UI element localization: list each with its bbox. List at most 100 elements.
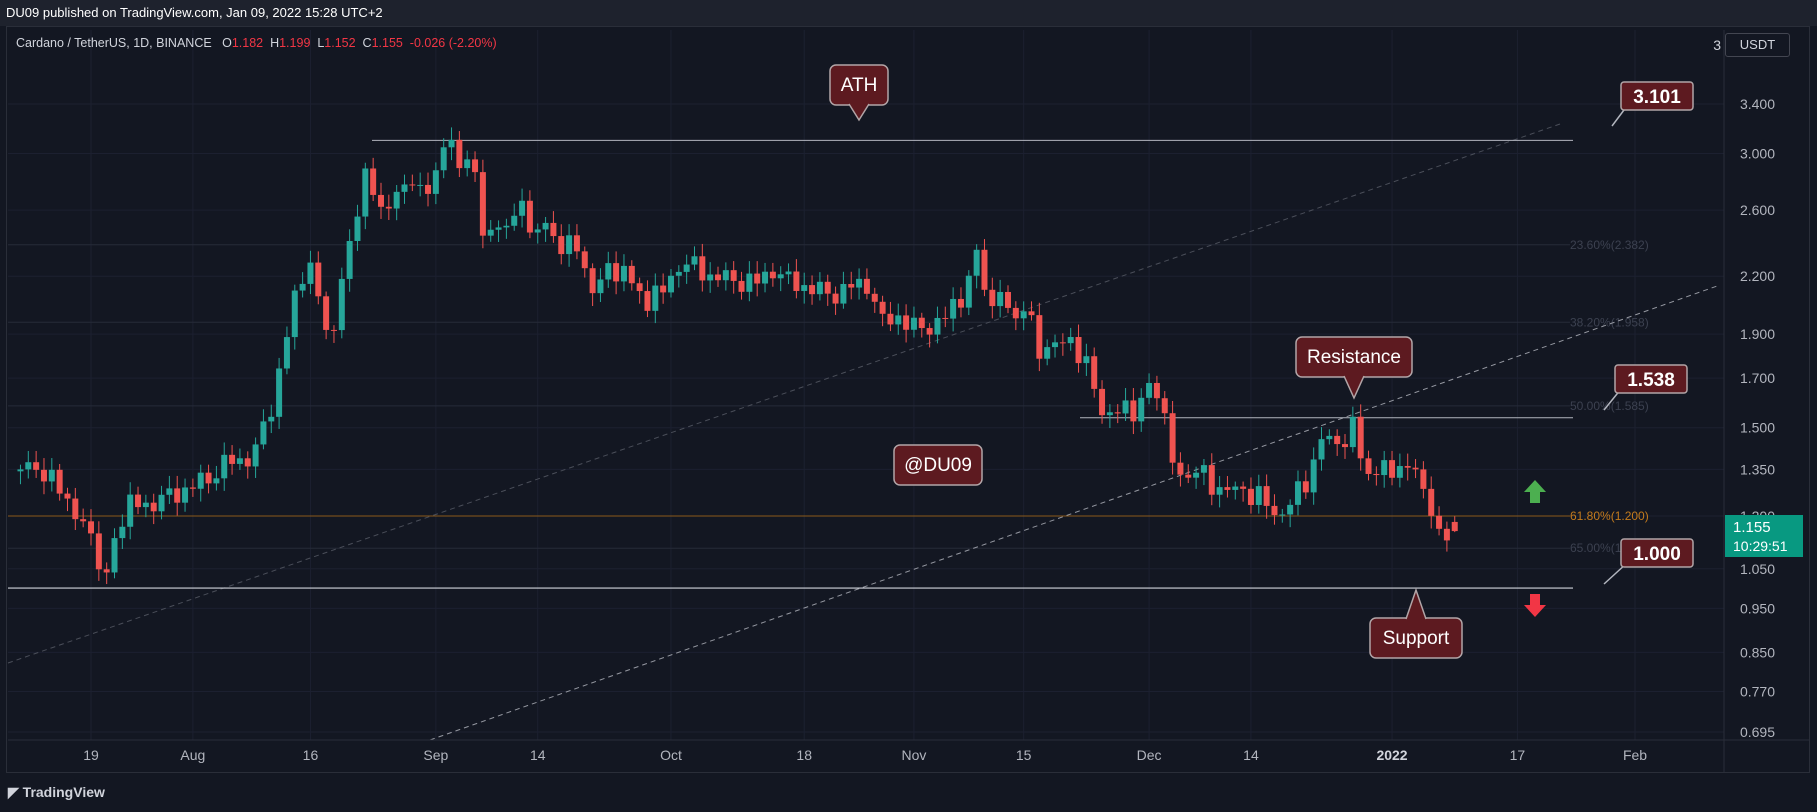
- price-tag-resistance-box: [1614, 364, 1688, 394]
- y-tick-label: 1.350: [1740, 461, 1775, 477]
- candle-body: [1232, 486, 1239, 490]
- candle-body: [542, 222, 549, 230]
- candle-body: [1075, 337, 1082, 364]
- publisher-text: DU09 published on TradingView.com, Jan 0…: [6, 5, 383, 20]
- candle-body: [236, 458, 243, 464]
- candle-body: [1342, 444, 1349, 448]
- candle-body: [330, 329, 337, 331]
- y-tick-label: 1.700: [1740, 370, 1775, 386]
- fib-label: 38.20%(1.958): [1570, 315, 1649, 329]
- candle-body: [1357, 416, 1364, 459]
- candle-body: [456, 139, 463, 169]
- trendline-upper: [7, 123, 1561, 664]
- candle-body: [1200, 465, 1207, 473]
- candle-body: [213, 478, 220, 484]
- candle-body: [550, 222, 557, 237]
- candle-body: [926, 328, 933, 335]
- x-tick-label: 18: [796, 747, 812, 763]
- candle-body: [472, 159, 479, 173]
- legend-c-value: 1.155: [371, 36, 403, 50]
- legend-change: -0.026 (-2.20%): [409, 36, 497, 50]
- candle-body: [244, 458, 251, 467]
- legend-symbol: Cardano / TetherUS, 1D, BINANCE: [16, 36, 212, 50]
- candle-body: [762, 271, 769, 284]
- candle-body: [534, 229, 541, 233]
- candle-body: [448, 139, 455, 148]
- last-price-label: 1.155: [1733, 519, 1771, 536]
- candle-body: [981, 249, 988, 290]
- candle-body: [307, 262, 314, 284]
- x-tick-label: 15: [1016, 747, 1032, 763]
- y-tick-label: 1.900: [1740, 326, 1775, 342]
- candle-body: [1294, 481, 1301, 505]
- candle-body: [189, 487, 196, 489]
- candle-body: [918, 317, 925, 329]
- candle-body: [848, 283, 855, 288]
- x-tick-label: Aug: [180, 747, 205, 763]
- candle-body: [856, 278, 863, 288]
- candle-body: [158, 494, 165, 512]
- x-tick-label: Sep: [423, 747, 448, 763]
- candle-body: [566, 235, 573, 255]
- candle-body: [910, 317, 917, 330]
- candle-body: [479, 172, 486, 236]
- candle-body: [1318, 439, 1325, 460]
- y-tick-label: 0.695: [1740, 724, 1775, 740]
- candle-body: [40, 469, 47, 482]
- candle-body: [135, 494, 142, 508]
- candle-body: [80, 519, 87, 522]
- candle-body: [33, 462, 40, 470]
- candle-body: [1020, 311, 1027, 319]
- candle-body: [197, 472, 204, 489]
- candle-body: [1130, 400, 1137, 422]
- candle-body: [1396, 466, 1403, 478]
- candle-body: [1177, 462, 1184, 475]
- candle-body: [182, 487, 189, 503]
- candle-body: [48, 469, 55, 482]
- candle-body: [1443, 528, 1450, 541]
- tv-logo-icon: ◤: [8, 784, 19, 800]
- y-tick-label: 0.850: [1740, 644, 1775, 660]
- candle-body: [385, 206, 392, 209]
- resistance-callout-pointer: [1343, 375, 1365, 400]
- candle-body: [1263, 486, 1270, 506]
- y-tick-label: 2.600: [1740, 202, 1775, 218]
- candle-body: [338, 278, 345, 331]
- candle-body: [620, 265, 627, 282]
- resistance-callout-label: Resistance: [1307, 347, 1401, 368]
- tv-brand-text: TradingView: [22, 784, 105, 800]
- fib-label: 50.00%(1.585): [1570, 399, 1649, 413]
- candle-body: [1381, 460, 1388, 476]
- candle-body: [1389, 460, 1396, 478]
- x-tick-label: Oct: [660, 747, 682, 763]
- candle-body: [754, 273, 761, 284]
- candle-body: [425, 184, 432, 194]
- candle-body: [1404, 466, 1411, 468]
- watermark-callout-group: @DU09: [893, 444, 983, 486]
- candle-body: [221, 454, 228, 479]
- y-tick-label: 3.000: [1740, 146, 1775, 162]
- candle-body: [950, 298, 957, 319]
- candle-body: [1310, 459, 1317, 493]
- candle-body: [589, 268, 596, 294]
- candle-body: [809, 285, 816, 295]
- currency-button[interactable]: USDT: [1725, 33, 1790, 57]
- candle-body: [464, 159, 471, 169]
- candle-body: [785, 271, 792, 275]
- candle-body: [103, 569, 110, 573]
- x-tick-label: Nov: [901, 747, 926, 763]
- candle-body: [1161, 398, 1168, 414]
- candle-body: [715, 274, 722, 281]
- candle-body: [769, 271, 776, 279]
- down-arrow-icon: [1524, 594, 1546, 617]
- currency-icon-digit: 3: [1713, 37, 1721, 53]
- candle-body: [229, 454, 236, 464]
- price-tag-ath-box: [1620, 81, 1694, 111]
- tradingview-logo: ◤ TradingView: [8, 784, 105, 801]
- candle-body: [652, 285, 659, 311]
- candle-body: [1247, 488, 1254, 505]
- candle-body: [863, 278, 870, 294]
- price-tag-support-box: [1620, 538, 1694, 568]
- candle-body: [56, 469, 63, 494]
- price-chart[interactable]: 23.60%(2.382) 38.20%(1.958) 50.00%(1.585) 6…: [0, 0, 1817, 775]
